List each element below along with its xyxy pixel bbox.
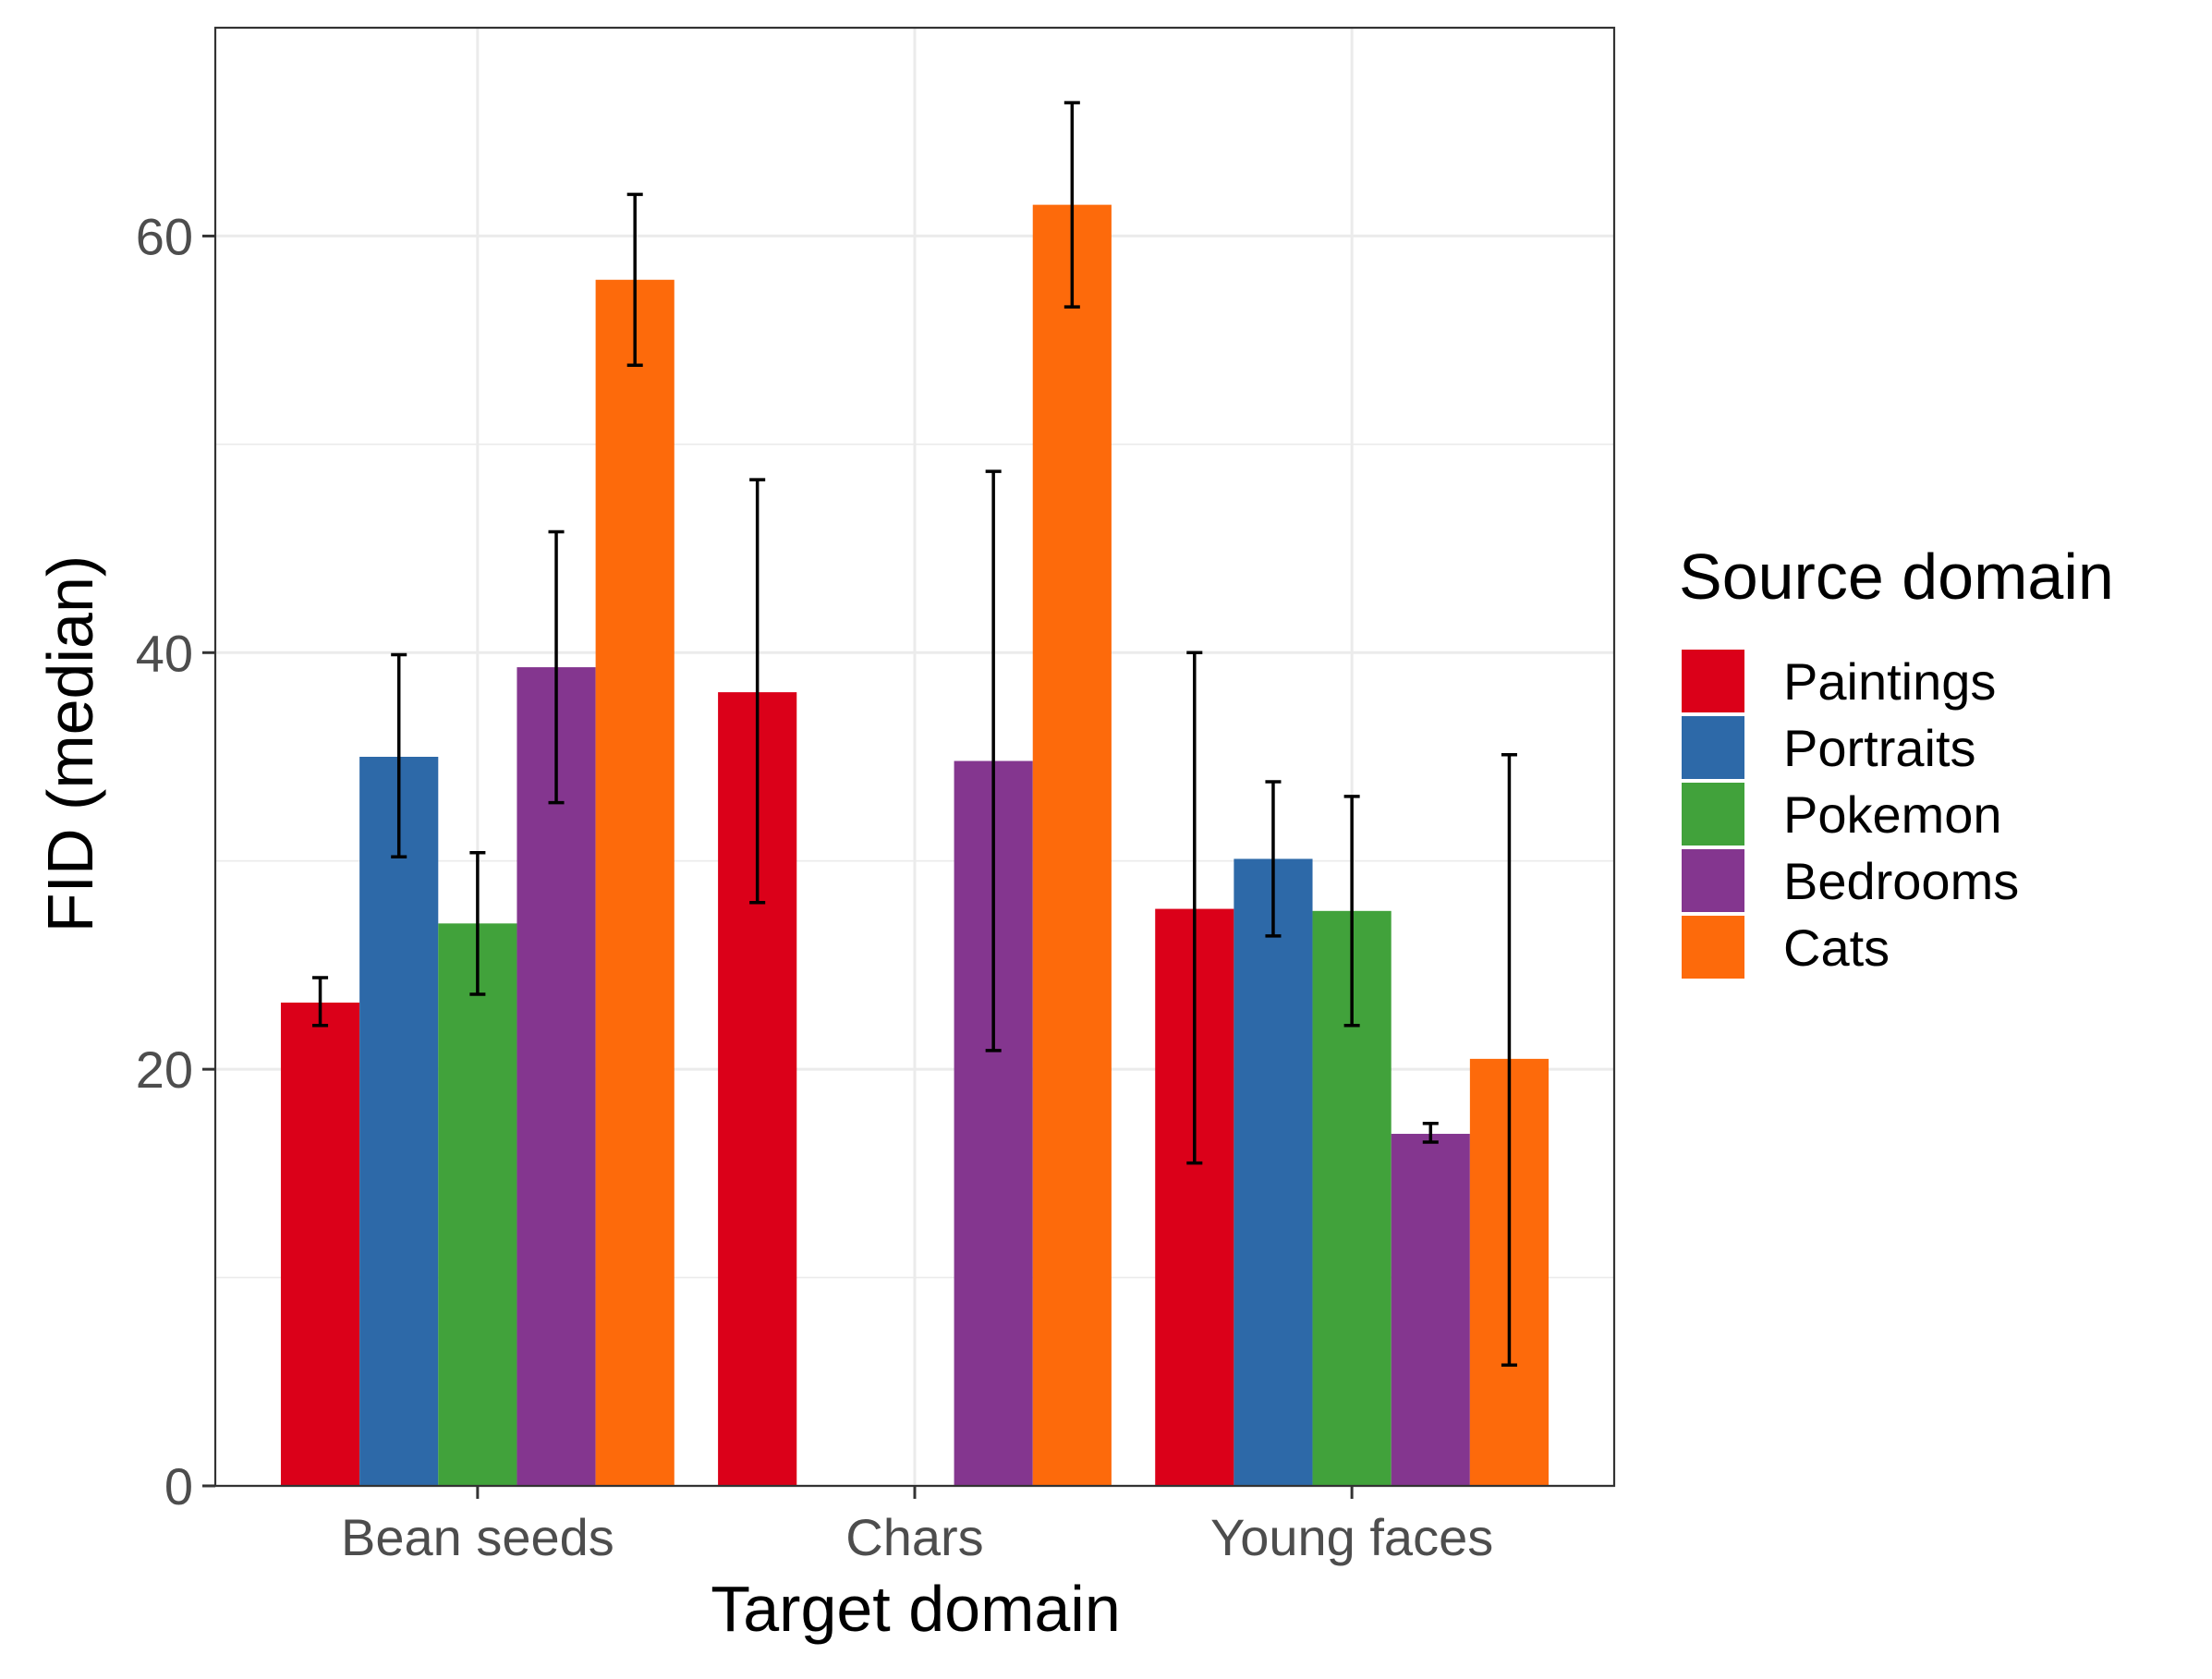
legend-item-bedrooms: Bedrooms (1682, 849, 2019, 912)
error-bar-paintings-chars (749, 478, 766, 905)
bars (280, 204, 1550, 1487)
error-bars (312, 101, 1517, 1368)
error-bar-bedrooms-chars (985, 469, 1002, 1052)
x-axis-title: Target domain (711, 1573, 1121, 1645)
y-tick-label: 60 (136, 207, 193, 265)
legend-item-pokemon: Pokemon (1682, 783, 2002, 846)
error-bar-pokemon-young-faces (1343, 795, 1360, 1028)
legend-label-pokemon: Pokemon (1783, 785, 2002, 844)
bar-cats-bean-seeds (595, 279, 675, 1487)
error-bar-bedrooms-bean-seeds (548, 529, 565, 805)
bar-portraits-bean-seeds (359, 757, 439, 1486)
bar-bedrooms-young-faces (1391, 1134, 1470, 1486)
legend-label-cats: Cats (1783, 919, 1890, 977)
error-bar-pokemon-bean-seeds (469, 850, 486, 996)
x-tick-label-young-faces: Young faces (1210, 1508, 1493, 1566)
y-tick-label: 0 (164, 1457, 193, 1515)
error-bar-portraits-bean-seeds (391, 652, 407, 858)
error-bar-cats-chars (1063, 101, 1080, 309)
error-bar-paintings-young-faces (1186, 651, 1203, 1165)
bar-cats-chars (1032, 204, 1112, 1487)
legend-item-portraits: Portraits (1682, 716, 1976, 779)
legend-item-cats: Cats (1682, 916, 1890, 979)
legend-key-pokemon (1682, 783, 1744, 846)
error-bar-cats-bean-seeds (626, 192, 643, 367)
error-bar-bedrooms-young-faces (1422, 1122, 1439, 1144)
legend-key-portraits (1682, 716, 1744, 779)
x-tick-label-bean-seeds: Bean seeds (341, 1508, 614, 1566)
legend-label-portraits: Portraits (1783, 719, 1976, 777)
x-axis: Bean seeds Chars Young faces (341, 1486, 1493, 1566)
bar-pokemon-bean-seeds (438, 923, 517, 1486)
y-tick-label: 40 (136, 624, 193, 682)
error-bar-paintings-bean-seeds (312, 976, 329, 1028)
legend-title: Source domain (1679, 541, 2114, 613)
legend-label-paintings: Paintings (1783, 652, 1996, 711)
legend-key-bedrooms (1682, 849, 1744, 912)
bar-portraits-young-faces (1234, 858, 1313, 1486)
bar-paintings-bean-seeds (280, 1003, 360, 1486)
y-tick-label: 20 (136, 1040, 193, 1099)
legend-item-paintings: Paintings (1682, 650, 1996, 712)
legend: Source domain Paintings Portraits Pokemon B… (1679, 541, 2114, 979)
error-bar-cats-young-faces (1501, 752, 1517, 1368)
y-axis-title: FID (median) (34, 555, 106, 932)
legend-key-paintings (1682, 650, 1744, 712)
error-bar-portraits-young-faces (1265, 780, 1282, 938)
legend-label-bedrooms: Bedrooms (1783, 852, 2019, 910)
y-axis: 0 20 40 60 (136, 207, 215, 1515)
legend-key-cats (1682, 916, 1744, 979)
x-tick-label-chars: Chars (845, 1508, 983, 1566)
